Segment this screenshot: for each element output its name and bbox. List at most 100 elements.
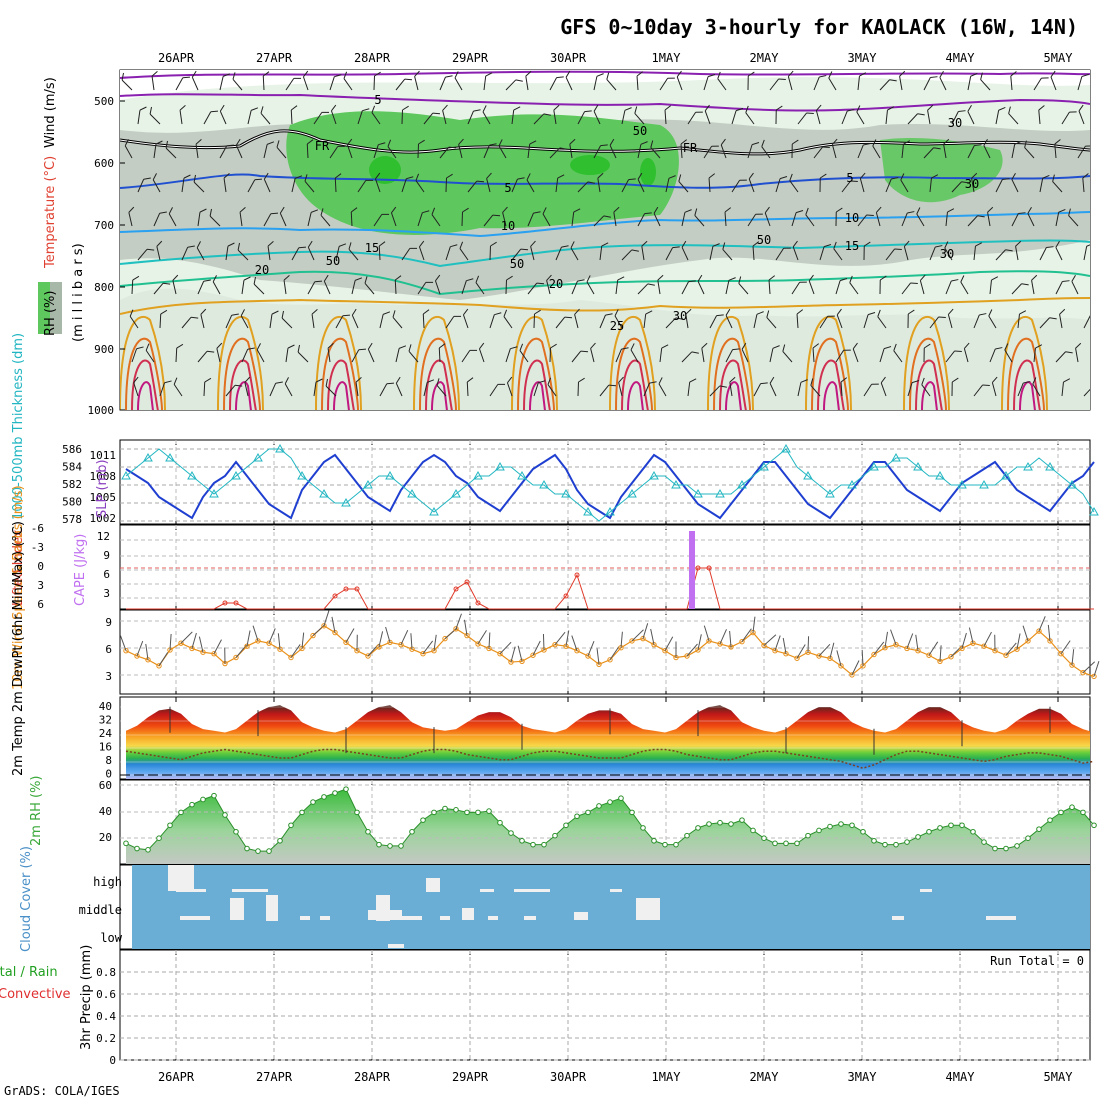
barb-flag [506, 275, 513, 281]
barb-staff [725, 280, 730, 295]
contour-label: 10 [845, 211, 859, 225]
rh-point [750, 827, 756, 834]
barb-flag [378, 142, 386, 146]
temp-tick-label: 32 [99, 714, 112, 727]
barb-staff [526, 179, 535, 193]
barb-flag [556, 76, 564, 79]
barb-flag [799, 281, 807, 283]
barb-staff [961, 632, 967, 649]
wind-speed-point [904, 645, 910, 652]
wind-barb [351, 277, 363, 295]
barb-flag [375, 172, 381, 180]
barb-flag [856, 105, 861, 113]
barb-flag [958, 110, 966, 113]
contour-label: 15 [845, 239, 859, 253]
barb-staff [659, 348, 663, 363]
barb-staff [637, 179, 645, 193]
rh-point [673, 841, 679, 848]
wind-barb [597, 172, 604, 193]
barb-flag [982, 384, 990, 387]
barb-flag [916, 207, 921, 215]
thickness-point [231, 470, 241, 480]
barb-flag [608, 384, 617, 387]
barb-flag [530, 240, 536, 247]
wind-barb [701, 342, 708, 363]
barb-staff [499, 641, 512, 655]
barb-flag [422, 210, 430, 214]
barb-flag [239, 206, 246, 213]
barb-flag [143, 177, 151, 180]
barb-staff [807, 636, 810, 653]
thickness-point [341, 497, 351, 507]
barb-flag [275, 381, 283, 384]
barb-flag [859, 72, 867, 77]
barb-flag [485, 72, 493, 77]
barb-staff [371, 112, 381, 125]
barb-staff [593, 76, 598, 91]
wind-speed-point [552, 641, 558, 648]
wind-speed-point [255, 638, 261, 644]
wind-barb [901, 282, 918, 295]
cloud-block [480, 889, 494, 892]
wind-barb [306, 139, 314, 159]
isotherm-15 [120, 239, 1090, 268]
barb-flag [498, 139, 503, 147]
wind-speed-point [530, 652, 536, 658]
rh-point [772, 840, 778, 847]
barb-staff [283, 280, 287, 295]
barb-flag [636, 71, 644, 77]
barb-staff [791, 281, 801, 295]
wind-barb-10m [145, 643, 149, 660]
barb-staff [637, 283, 649, 295]
barb-flag [381, 213, 390, 215]
wind-barb [417, 139, 425, 159]
barb-staff [555, 246, 562, 261]
barb-staff [717, 78, 727, 91]
barb-staff [694, 215, 705, 227]
barb-staff [973, 246, 976, 261]
barb-staff [618, 382, 623, 397]
cloud-background [132, 865, 1090, 949]
barb-staff [401, 178, 407, 193]
wind-barb [355, 376, 362, 397]
barb-flag [378, 241, 386, 247]
wind-barb [659, 344, 669, 363]
barb-flag [704, 104, 710, 112]
wind-barb [989, 276, 999, 295]
barb-staff [738, 283, 749, 295]
barb-flag [284, 377, 289, 384]
barb-flag [492, 214, 501, 217]
barb-staff [137, 248, 148, 261]
barb-staff [951, 111, 959, 125]
surface-isotherm [811, 337, 849, 410]
wind-barb [741, 342, 749, 363]
barb-flag [232, 72, 236, 80]
barb-flag [606, 72, 610, 80]
barb-staff [571, 635, 578, 651]
wind-barb [1055, 240, 1063, 261]
barb-staff [725, 315, 733, 329]
barb-flag [907, 211, 915, 214]
barb-staff [454, 77, 463, 91]
surface-isotherm [725, 381, 744, 410]
barb-staff [387, 146, 397, 159]
wind-barb [285, 77, 302, 91]
barb-flag [297, 344, 301, 353]
wind-barb [641, 240, 648, 261]
thickness-point [297, 470, 307, 480]
wind-barb [1059, 308, 1066, 329]
wind-barb [165, 140, 177, 159]
wind-barb [729, 376, 736, 397]
barb-staff [1055, 351, 1066, 363]
wind-barb [745, 105, 755, 125]
contour-label: 5 [374, 93, 381, 107]
rh-point [211, 792, 217, 799]
rh-axis-title: RH (%) [43, 291, 58, 336]
barb-staff [753, 383, 762, 397]
barb-staff [232, 78, 243, 91]
barb-staff [1032, 383, 1041, 397]
wind-barb [988, 309, 997, 329]
wind-speed-point [310, 632, 316, 639]
wind-barb [153, 282, 171, 295]
